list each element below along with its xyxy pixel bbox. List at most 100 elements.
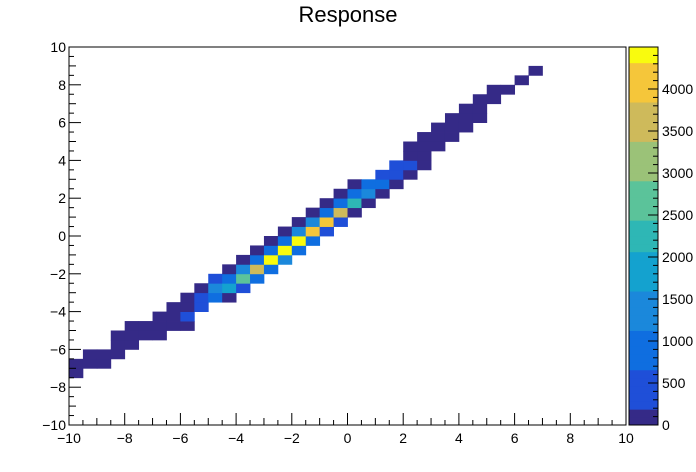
heatmap-cell bbox=[208, 283, 223, 294]
colorbar-segment bbox=[629, 251, 658, 261]
heatmap-cell bbox=[277, 245, 293, 256]
heatmap-cell bbox=[110, 339, 126, 350]
heatmap-cell bbox=[138, 321, 153, 331]
heatmap-cell bbox=[319, 207, 334, 218]
colorbar-segment bbox=[629, 78, 658, 87]
colorbar-segment bbox=[629, 141, 658, 150]
x-tick-label: −8 bbox=[117, 430, 133, 446]
heatmap-cell bbox=[194, 292, 209, 303]
heatmap-cell bbox=[222, 283, 237, 294]
colorbar-tick-label: 1500 bbox=[662, 291, 693, 307]
colorbar-segment bbox=[629, 133, 658, 142]
heatmap-cell bbox=[333, 217, 348, 227]
heatmap-cell bbox=[389, 169, 404, 180]
heatmap-cell bbox=[180, 292, 195, 303]
colorbar-tick-label: 4000 bbox=[662, 81, 693, 97]
colorbar-segment bbox=[629, 86, 658, 95]
x-tick-label: 10 bbox=[618, 430, 634, 446]
y-tick-label: −4 bbox=[50, 304, 66, 320]
colorbar-segment bbox=[629, 117, 658, 127]
heatmap-cell bbox=[375, 169, 390, 180]
colorbar-segment bbox=[629, 180, 658, 190]
y-tick-label: 2 bbox=[58, 190, 66, 206]
heatmap-cell bbox=[194, 302, 209, 312]
colorbar-segment bbox=[629, 236, 658, 245]
heatmap-cell bbox=[166, 302, 181, 312]
heatmap-cell bbox=[417, 132, 432, 142]
heatmap-cell bbox=[333, 188, 348, 199]
heatmap-cell bbox=[110, 349, 126, 360]
heatmap-cell bbox=[277, 236, 293, 246]
heatmap-cell bbox=[250, 245, 265, 256]
heatmap-cell bbox=[389, 160, 404, 171]
heatmap-cell bbox=[472, 103, 488, 114]
heatmap-cell bbox=[347, 198, 362, 209]
x-tick-label: −4 bbox=[228, 430, 244, 446]
heatmap-cell bbox=[82, 358, 98, 369]
colorbar-frame bbox=[628, 46, 659, 426]
colorbar-segment bbox=[629, 401, 658, 410]
x-tick-label: −2 bbox=[284, 430, 300, 446]
heatmap-cell bbox=[319, 198, 334, 209]
y-tick-label: 0 bbox=[58, 228, 66, 244]
colorbar-segment bbox=[629, 306, 658, 316]
heatmap-cell bbox=[291, 226, 307, 237]
heatmap-cell bbox=[194, 283, 209, 294]
colorbar-segment bbox=[629, 94, 658, 103]
heatmap-cell bbox=[403, 150, 418, 161]
colorbar-segment bbox=[629, 291, 658, 300]
heatmap-cell bbox=[138, 330, 153, 341]
colorbar-segment bbox=[629, 338, 658, 347]
heatmap-cell bbox=[458, 122, 474, 133]
heatmap-cell bbox=[291, 217, 307, 227]
y-tick-label: −6 bbox=[50, 341, 66, 357]
heatmap-cell bbox=[222, 273, 237, 284]
colorbar-segment bbox=[629, 54, 658, 64]
colorbar-segment bbox=[629, 110, 658, 119]
heatmap-cell bbox=[417, 160, 432, 171]
y-tick-label: −10 bbox=[42, 417, 66, 433]
colorbar-segment bbox=[629, 275, 658, 284]
heatmap-cell bbox=[277, 254, 293, 265]
heatmap-cell bbox=[472, 113, 488, 123]
y-tick-label: 10 bbox=[50, 39, 66, 55]
colorbar-segment bbox=[629, 283, 658, 292]
colorbar-segment bbox=[629, 299, 658, 308]
heatmap-cell bbox=[403, 160, 418, 171]
x-tick-label: 2 bbox=[399, 430, 407, 446]
heatmap-cell bbox=[444, 113, 460, 123]
y-tick-label: 6 bbox=[58, 115, 66, 131]
heatmap-cell bbox=[152, 321, 167, 331]
colorbar-segment bbox=[629, 322, 658, 331]
y-tick-label: 4 bbox=[58, 152, 66, 168]
heatmap-cell bbox=[291, 245, 307, 256]
x-tick-label: 8 bbox=[566, 430, 574, 446]
heatmap-cell bbox=[236, 264, 251, 275]
colorbar-segment bbox=[629, 267, 658, 276]
heatmap-cell bbox=[250, 273, 265, 284]
heatmap-cell bbox=[500, 84, 516, 95]
colorbar-tick-label: 1000 bbox=[662, 333, 693, 349]
heatmap-cell bbox=[222, 292, 237, 303]
heatmap-cell bbox=[277, 226, 293, 237]
heatmap-cell bbox=[263, 236, 279, 246]
heatmap-cell bbox=[236, 273, 251, 284]
colorbar-segment bbox=[629, 204, 658, 213]
heatmap-cell bbox=[208, 273, 223, 284]
heatmap-cell bbox=[431, 132, 446, 142]
heatmap-cell bbox=[263, 254, 279, 265]
heatmap-cell bbox=[236, 283, 251, 294]
colorbar-segment bbox=[629, 369, 658, 379]
colorbar-segment bbox=[629, 47, 658, 56]
chart-title: Response bbox=[298, 2, 397, 27]
y-tick-label: −8 bbox=[50, 379, 66, 395]
heatmap-cell bbox=[514, 75, 529, 86]
heatmap-cell bbox=[444, 132, 460, 142]
colorbar-segment bbox=[629, 314, 658, 324]
heatmap-cell bbox=[333, 198, 348, 209]
colorbar-segment bbox=[629, 362, 658, 371]
colorbar-tick-label: 0 bbox=[662, 417, 670, 433]
colorbar-segment bbox=[629, 102, 658, 111]
heatmap-cell bbox=[333, 207, 348, 218]
